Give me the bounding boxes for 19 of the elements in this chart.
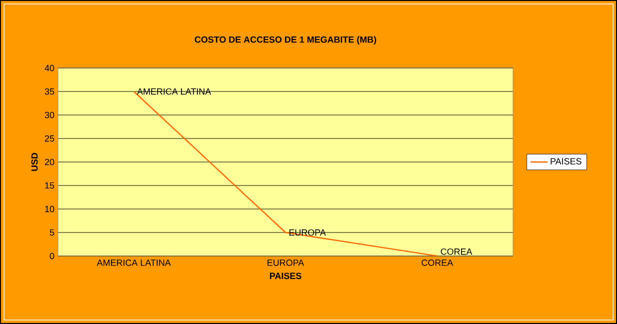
x-tick-label: AMERICA LATINA: [96, 260, 171, 266]
y-axis-title: USD: [31, 152, 38, 171]
annotation: AMERICA LATINA: [137, 88, 212, 95]
y-tick-label: 0: [50, 252, 54, 260]
y-tick-label: 15: [45, 182, 54, 189]
annotation: COREA: [440, 248, 472, 255]
y-tick-label: 30: [44, 112, 54, 118]
annotation: EUROPA: [289, 229, 326, 236]
chart-title: COSTO DE ACCESO DE 1 MEGABITE (MB): [194, 36, 376, 44]
y-tick-label: 35: [44, 88, 54, 95]
y-tick-label: 40: [44, 64, 54, 72]
x-axis-title: PAISES: [270, 272, 302, 280]
x-tick-label: COREA: [422, 260, 454, 266]
y-tick-label: 20: [44, 158, 54, 166]
y-tick-label: 5: [50, 229, 54, 236]
x-tick-label: EUROPA: [268, 260, 304, 266]
y-tick-label: 10: [45, 206, 54, 212]
legend-label: PAISES: [550, 158, 582, 164]
y-tick-label: 25: [44, 135, 54, 142]
